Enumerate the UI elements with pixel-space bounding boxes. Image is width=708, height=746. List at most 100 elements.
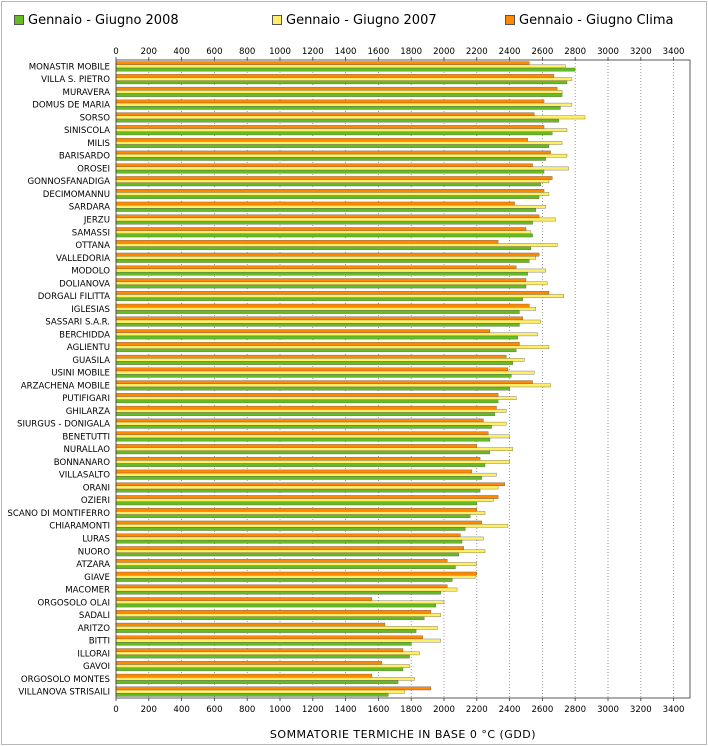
category-label: GHILARZA: [66, 407, 110, 417]
bar-2007: [115, 434, 510, 439]
bar-2007: [115, 141, 563, 145]
category-label: MURAVERA: [63, 88, 111, 98]
bar-2007: [115, 179, 550, 183]
bar-clima: [115, 469, 473, 474]
bar-2008: [115, 654, 410, 659]
bar-2008: [115, 335, 518, 340]
bar-2007: [115, 587, 458, 592]
category-label: BENETUTTI: [62, 432, 110, 442]
x-tick-label-top: 800: [239, 47, 255, 57]
bar-clima: [115, 508, 477, 512]
bar-2008: [115, 603, 436, 608]
bar-clima: [115, 431, 489, 435]
bar-clima: [115, 456, 481, 461]
bar-2007: [115, 90, 563, 94]
bar-2008: [115, 208, 537, 212]
bar-2008: [115, 182, 541, 187]
x-tick-label-top: 2800: [564, 47, 586, 57]
x-tick-label-top: 2600: [531, 47, 553, 57]
bar-2008: [115, 463, 486, 467]
category-label: AGLIENTU: [67, 343, 110, 353]
category-label: PUTIFIGARI: [62, 394, 110, 404]
bar-clima: [115, 137, 528, 142]
category-label: SAMASSI: [72, 228, 110, 238]
category-label: USINI MOBILE: [51, 369, 110, 379]
bar-clima: [115, 673, 373, 678]
category-label: OROSEI: [77, 164, 110, 174]
legend-swatch-2008: [14, 15, 24, 25]
bar-2007: [115, 281, 548, 286]
x-tick-label-top: 1400: [335, 47, 357, 57]
x-tick-label-top: 3400: [663, 47, 685, 57]
category-label: BITTI: [89, 637, 110, 647]
x-tick-label-bottom: 1600: [367, 705, 389, 715]
bar-2007: [115, 536, 484, 541]
bar-2007: [115, 256, 537, 260]
bar-2007: [115, 677, 415, 681]
bar-clima: [115, 303, 530, 308]
category-label: GAVOI: [83, 662, 110, 672]
x-tick-label-bottom: 1000: [269, 705, 291, 715]
legend-item-clima: Gennaio - Giugno Clima: [505, 13, 673, 28]
x-tick-label-bottom: 1400: [335, 705, 357, 715]
category-label: MILIS: [87, 139, 110, 149]
bar-clima: [115, 86, 558, 91]
bar-2007: [115, 230, 532, 235]
bar-2008: [115, 106, 561, 110]
bar-2007: [115, 613, 441, 617]
bar-2007: [115, 345, 550, 349]
bar-2008: [115, 195, 540, 199]
legend-swatch-2007: [272, 15, 282, 25]
bar-2008: [115, 616, 425, 621]
x-tick-label-bottom: 2200: [466, 705, 488, 715]
bar-clima: [115, 176, 553, 180]
category-label: ATZARA: [76, 560, 110, 570]
bar-clima: [115, 163, 533, 168]
legend-swatch-clima: [505, 15, 515, 25]
bar-2007: [115, 460, 510, 464]
x-tick-label-top: 1600: [367, 47, 389, 57]
category-label: VALLEDORIA: [56, 254, 110, 264]
category-label: SARDARA: [69, 203, 110, 213]
bar-2007: [115, 664, 410, 668]
x-tick-label-bottom: 2400: [499, 705, 521, 715]
x-tick-label-top: 1800: [400, 47, 422, 57]
bar-2008: [115, 157, 546, 161]
bar-clima: [115, 393, 499, 397]
category-label: DOMUS DE MARIA: [32, 101, 110, 111]
category-label: ARZACHENA MOBILE: [21, 381, 110, 391]
bar-2008: [115, 386, 510, 391]
x-tick-label-bottom: 400: [173, 705, 189, 715]
legend-label-2007: Gennaio - Giugno 2007: [286, 12, 437, 28]
bar-clima: [115, 240, 499, 244]
x-tick-label-bottom: 600: [206, 705, 222, 715]
x-tick-label-bottom: 800: [239, 705, 255, 715]
category-label: ORANI: [83, 483, 110, 493]
x-tick-label-top: 600: [206, 47, 222, 57]
category-label: NURALLAO: [64, 445, 111, 455]
category-label: NUORO: [78, 547, 110, 557]
bar-clima: [115, 74, 555, 78]
bar-2007: [115, 600, 445, 605]
bar-2008: [115, 412, 496, 416]
bar-2007: [115, 102, 573, 107]
bar-2008: [115, 437, 491, 442]
bar-2007: [115, 472, 497, 477]
category-label: JERZU: [83, 216, 110, 226]
bar-2007: [115, 307, 537, 311]
bar-clima: [115, 227, 527, 231]
x-tick-label-top: 2200: [466, 47, 488, 57]
plot-area: [115, 59, 691, 699]
bar-2007: [115, 575, 476, 579]
bar-2007: [115, 319, 541, 324]
bar-clima: [115, 125, 545, 129]
bar-clima: [115, 61, 530, 65]
category-label: SADALI: [79, 611, 110, 621]
category-label: ORGOSOLO OLAI: [37, 598, 110, 608]
x-tick-label-top: 2000: [433, 47, 455, 57]
bar-clima: [115, 444, 477, 448]
bar-clima: [115, 418, 484, 423]
bar-2008: [115, 310, 520, 314]
category-label: OZIERI: [81, 496, 110, 506]
bar-clima: [115, 316, 523, 321]
